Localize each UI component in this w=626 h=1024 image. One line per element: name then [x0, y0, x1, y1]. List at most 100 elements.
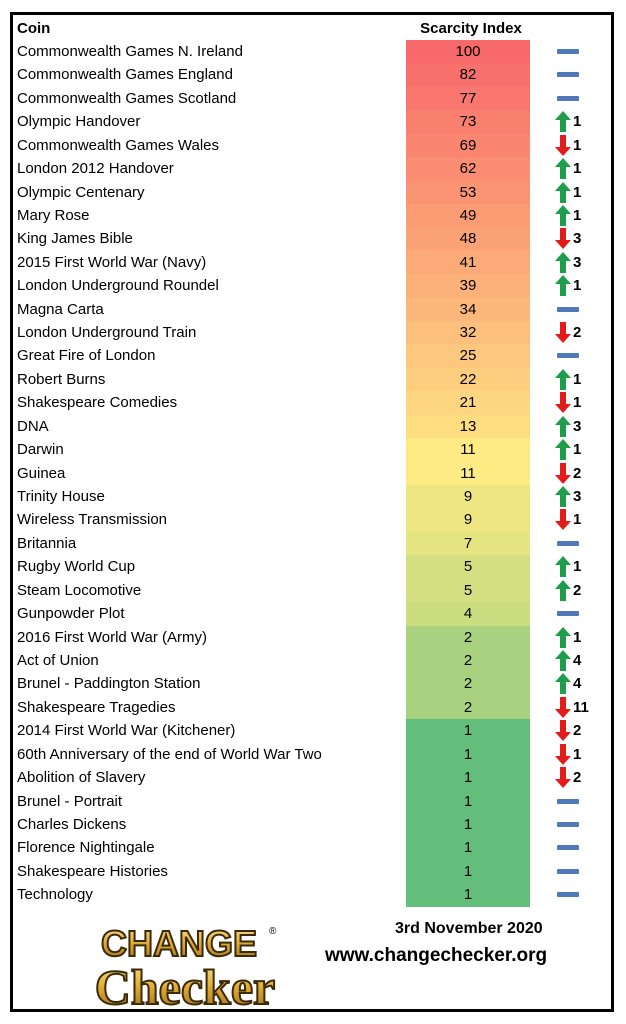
coin-name: Great Fire of London [17, 347, 156, 365]
scarcity-index-cell: 1 [406, 742, 530, 767]
scarcity-index-cell: 32 [406, 321, 530, 345]
scarcity-index-cell: 5 [406, 555, 530, 579]
table-row: DNA 13 3 [13, 414, 611, 439]
change-indicator: 11 [541, 696, 607, 719]
table-row: Darwin 11 1 [13, 438, 611, 462]
change-amount: 1 [573, 370, 582, 388]
change-indicator: 1 [541, 391, 607, 414]
no-change-dash-icon [557, 845, 579, 851]
table-row: Steam Locomotive 5 2 [13, 578, 611, 603]
scarcity-index-cell: 62 [406, 157, 530, 181]
coin-name: Shakespeare Histories [17, 862, 168, 880]
scarcity-index-cell: 77 [406, 86, 530, 111]
change-amount: 2 [573, 464, 582, 482]
change-indicator: 1 [541, 508, 607, 531]
change-indicator [541, 883, 607, 906]
scarcity-index-cell: 4 [406, 602, 530, 626]
table-rows: Commonwealth Games N. Ireland 100 Commonwe… [13, 40, 611, 907]
coin-name: Commonwealth Games N. Ireland [17, 43, 243, 60]
scarcity-index-cell: 9 [406, 508, 530, 532]
svg-text:®: ® [269, 926, 277, 937]
no-change-dash-icon [557, 72, 579, 78]
table-row: Great Fire of London 25 [13, 344, 611, 368]
change-amount: 2 [573, 769, 582, 787]
table-row: Abolition of Slavery 1 2 [13, 766, 611, 790]
arrow-up-icon [555, 556, 571, 578]
coin-name: Commonwealth Games Scotland [17, 89, 237, 107]
change-amount: 1 [573, 183, 582, 201]
no-change-dash-icon [557, 821, 579, 827]
table-row: King James Bible 48 3 [13, 227, 611, 251]
coin-name: Guinea [17, 464, 66, 482]
coin-name: Rugby World Cup [17, 558, 136, 576]
no-change-dash-icon [557, 540, 579, 546]
coin-name: Olympic Handover [17, 113, 141, 131]
scarcity-index-cell: 1 [406, 766, 530, 790]
table-row: 2016 First World War (Army) 2 1 [13, 625, 611, 649]
change-amount: 3 [573, 417, 582, 435]
table-row: Technology 1 [13, 883, 611, 907]
website-link[interactable]: www.changechecker.org [325, 945, 548, 966]
table-row: Charles Dickens 1 [13, 812, 611, 837]
arrow-up-icon [555, 181, 571, 203]
change-indicator [541, 602, 607, 625]
coin-name: London Underground Roundel [17, 277, 219, 295]
change-amount: 1 [573, 745, 582, 763]
scarcity-index-cell: 13 [406, 414, 530, 439]
coin-name: Olympic Centenary [17, 183, 145, 201]
table-row: Guinea 11 2 [13, 461, 611, 486]
scarcity-index-cell: 73 [406, 110, 530, 134]
change-amount: 3 [573, 488, 582, 506]
coin-name: 2014 First World War (Kitchener) [17, 722, 236, 740]
scarcity-index-cell: 2 [406, 695, 530, 720]
table-row: Brunel - Paddington Station 2 4 [13, 672, 611, 696]
coin-name: Act of Union [17, 651, 99, 669]
scarcity-index-cell: 2 [406, 672, 530, 696]
change-amount: 1 [573, 206, 582, 224]
scarcity-index-cell: 11 [406, 461, 530, 486]
table-row: Commonwealth Games England 82 [13, 63, 611, 87]
change-amount: 4 [573, 651, 582, 669]
no-change-dash-icon [557, 868, 579, 874]
change-indicator: 1 [541, 110, 607, 133]
table-row: London 2012 Handover 62 1 [13, 157, 611, 181]
change-amount: 3 [573, 230, 582, 248]
change-indicator [541, 40, 607, 63]
scarcity-index-cell: 34 [406, 297, 530, 322]
table-row: Mary Rose 49 1 [13, 203, 611, 228]
coin-name: Darwin [17, 441, 64, 459]
table-row: Britannia 7 [13, 531, 611, 556]
report-date: 3rd November 2020 [395, 920, 543, 937]
no-change-dash-icon [557, 611, 579, 617]
scarcity-index-cell: 53 [406, 180, 530, 204]
coin-name: Britannia [17, 534, 77, 552]
scarcity-index-column-header: Scarcity Index [420, 20, 522, 37]
logo-checker-text: Checker [95, 959, 276, 1010]
coin-name: Gunpowder Plot [17, 605, 125, 623]
change-indicator: 1 [541, 555, 607, 578]
table-row: Commonwealth Games Scotland 77 [13, 86, 611, 111]
coin-name: Trinity House [17, 488, 105, 506]
arrow-up-icon [555, 486, 571, 508]
scarcity-index-cell: 69 [406, 133, 530, 158]
scarcity-index-cell: 25 [406, 344, 530, 368]
coin-name: King James Bible [17, 230, 133, 248]
table-row: Olympic Handover 73 1 [13, 110, 611, 134]
scarcity-index-cell: 1 [406, 812, 530, 837]
table-row: Brunel - Portrait 1 [13, 789, 611, 813]
change-indicator: 2 [541, 766, 607, 789]
coin-name: Wireless Transmission [17, 511, 168, 529]
change-amount: 3 [573, 253, 582, 271]
arrow-down-icon [555, 228, 571, 250]
table-row: Shakespeare Histories 1 [13, 859, 611, 884]
scarcity-index-cell: 1 [406, 883, 530, 907]
change-amount: 1 [573, 277, 582, 295]
coin-name: Shakespeare Tragedies [17, 698, 176, 716]
arrow-up-icon [555, 368, 571, 390]
coin-name: Technology [17, 886, 93, 904]
change-indicator: 3 [541, 227, 607, 250]
scarcity-index-cell: 22 [406, 367, 530, 392]
scarcity-index-cell: 9 [406, 485, 530, 509]
table-row: Wireless Transmission 9 1 [13, 508, 611, 532]
table-row: 2014 First World War (Kitchener) 1 2 [13, 719, 611, 743]
